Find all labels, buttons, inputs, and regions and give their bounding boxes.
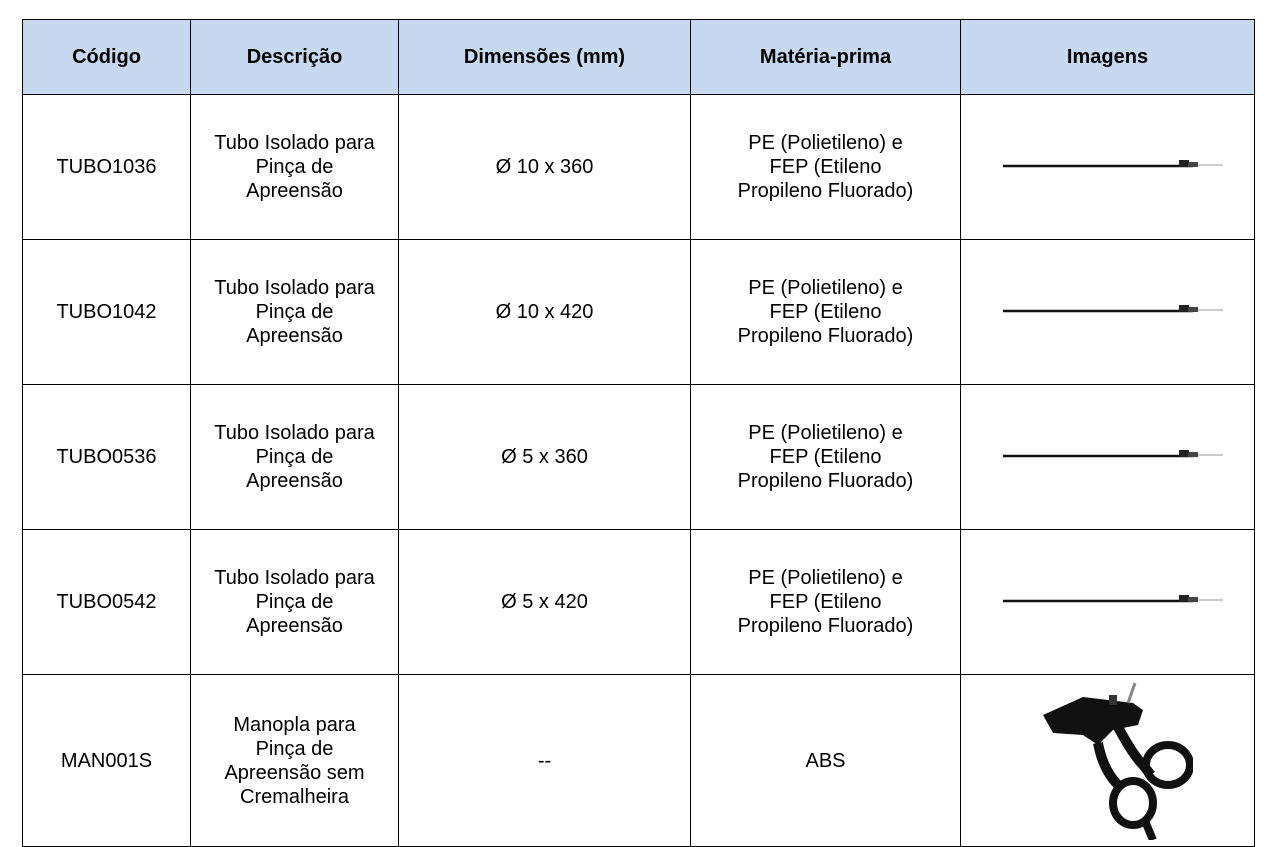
image-cell	[960, 529, 1255, 675]
description-line: Apreensão	[246, 470, 343, 492]
table-row: TUBO1042 Tubo Isolado para Pinça de Apreens…	[22, 239, 1255, 385]
material-line: FEP (Etileno	[769, 446, 882, 468]
header-cell: Matéria-prima	[690, 19, 961, 95]
material-line: FEP (Etileno	[769, 156, 882, 178]
material-line: ABS	[805, 749, 846, 772]
description-line: Pinça de	[255, 591, 334, 613]
description-line: Apreensão	[246, 615, 343, 637]
description-cell: Tubo Isolado para Pinça de Apreensão	[190, 94, 399, 240]
code-cell: TUBO1036	[22, 94, 191, 240]
code-cell: MAN001S	[22, 674, 191, 847]
material-cell: PE (Polietileno) e FEP (Etileno Propileno …	[690, 529, 961, 675]
material-line: Propileno Fluorado)	[737, 470, 914, 492]
table-row: TUBO0536 Tubo Isolado para Pinça de Apreens…	[22, 384, 1255, 530]
image-cell	[960, 674, 1255, 847]
header-cell: Imagens	[960, 19, 1255, 95]
description-line: Manopla para	[233, 713, 356, 736]
header-cell: Código	[22, 19, 191, 95]
description-line: Tubo Isolado para	[214, 567, 375, 589]
tube-image	[1002, 450, 1223, 458]
description-line: Pinça de	[255, 156, 334, 178]
header-row: Código Descrição Dimensões (mm) Matéria-pri…	[22, 19, 1255, 95]
description-line: Cremalheira	[240, 785, 349, 808]
material-line: Propileno Fluorado)	[737, 325, 914, 347]
description-line: Tubo Isolado para	[214, 422, 375, 444]
description-line: Tubo Isolado para	[214, 277, 375, 299]
material-line: FEP (Etileno	[769, 301, 882, 323]
code-cell: TUBO0536	[22, 384, 191, 530]
material-line: Propileno Fluorado)	[737, 180, 914, 202]
material-cell: PE (Polietileno) e FEP (Etileno Propileno …	[690, 384, 961, 530]
image-cell	[960, 94, 1255, 240]
description-line: Tubo Isolado para	[214, 132, 375, 154]
material-line: PE (Polietileno) e	[748, 567, 903, 589]
description-cell: Manopla para Pinça de Apreensão sem Cremalh…	[190, 674, 399, 847]
dimensions-cell: Ø 5 x 360	[398, 384, 691, 530]
description-line: Pinça de	[255, 446, 334, 468]
description-cell: Tubo Isolado para Pinça de Apreensão	[190, 239, 399, 385]
material-line: FEP (Etileno	[769, 591, 882, 613]
header-cell: Dimensões (mm)	[398, 19, 691, 95]
tube-image	[1002, 305, 1223, 313]
code-cell: TUBO1042	[22, 239, 191, 385]
description-line: Apreensão	[246, 325, 343, 347]
description-line: Pinça de	[255, 301, 334, 323]
material-cell: PE (Polietileno) e FEP (Etileno Propileno …	[690, 94, 961, 240]
material-line: PE (Polietileno) e	[748, 132, 903, 154]
material-line: PE (Polietileno) e	[748, 277, 903, 299]
description-line: Apreensão	[246, 180, 343, 202]
image-cell	[960, 239, 1255, 385]
dimensions-cell: Ø 5 x 420	[398, 529, 691, 675]
table-row: TUBO1036 Tubo Isolado para Pinça de Apreens…	[22, 94, 1255, 240]
code-cell: TUBO0542	[22, 529, 191, 675]
material-line: Propileno Fluorado)	[737, 615, 914, 637]
material-cell: PE (Polietileno) e FEP (Etileno Propileno …	[690, 239, 961, 385]
description-line: Apreensão sem	[224, 761, 365, 784]
dimensions-cell: --	[398, 674, 691, 847]
dimensions-cell: Ø 10 x 420	[398, 239, 691, 385]
material-cell: ABS	[690, 674, 961, 847]
tube-image	[1002, 160, 1223, 168]
description-line: Pinça de	[255, 737, 334, 760]
material-line: PE (Polietileno) e	[748, 422, 903, 444]
table-row: MAN001S Manopla para Pinça de Apreensão sem…	[22, 674, 1255, 847]
header-cell: Descrição	[190, 19, 399, 95]
image-cell	[960, 384, 1255, 530]
description-cell: Tubo Isolado para Pinça de Apreensão	[190, 384, 399, 530]
table-row: TUBO0542 Tubo Isolado para Pinça de Apreens…	[22, 529, 1255, 675]
tube-image	[1002, 595, 1223, 603]
handle-image	[1042, 682, 1194, 842]
description-cell: Tubo Isolado para Pinça de Apreensão	[190, 529, 399, 675]
product-table: Código Descrição Dimensões (mm) Matéria-pri…	[22, 19, 1255, 847]
dimensions-cell: Ø 10 x 360	[398, 94, 691, 240]
